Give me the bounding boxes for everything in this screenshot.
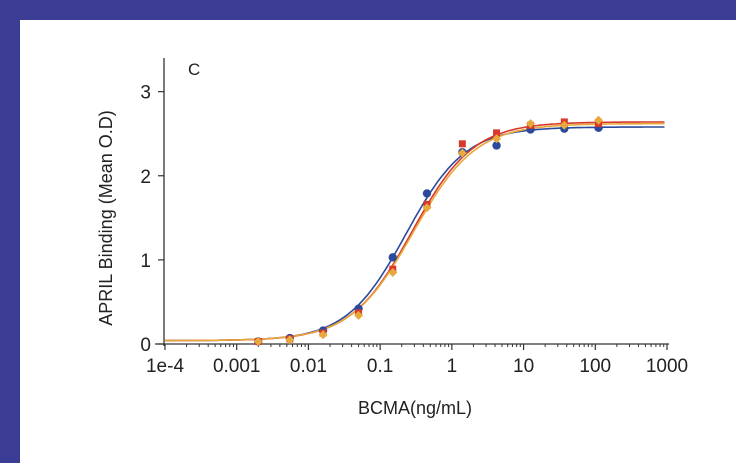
data-point-series-3 (388, 268, 398, 277)
chart-panel: C BCMA(ng/mL) APRIL Binding (Mean O.D) 1… (20, 20, 736, 463)
data-point-series-3 (594, 115, 604, 125)
data-point-series-3 (285, 335, 295, 345)
x-tick-label: 1e-4 (146, 356, 184, 377)
data-point-series-3 (354, 310, 364, 320)
data-point-series-1 (422, 189, 432, 198)
data-point-series-2 (493, 129, 501, 137)
x-tick-label: 0.01 (290, 356, 327, 377)
x-tick-label: 1 (447, 356, 458, 377)
data-point-series-3 (492, 134, 502, 144)
fit-curve-series-1 (165, 126, 665, 342)
y-axis-label: APRIL Binding (Mean O.D) (96, 110, 116, 325)
data-point-series-1 (492, 141, 501, 150)
data-point-series-3 (253, 336, 263, 346)
data-point-series-3 (559, 120, 569, 130)
fit-curve-series-3 (165, 122, 665, 342)
y-tick-label: 3 (140, 83, 151, 104)
x-tick-label: 100 (579, 356, 611, 377)
y-tick-label: 2 (140, 167, 151, 188)
y-tick-label: 0 (140, 335, 151, 356)
fit-curve-series-2 (165, 121, 665, 342)
y-tick-label: 1 (140, 251, 151, 272)
x-tick-label: 10 (513, 356, 534, 377)
data-point-series-3 (318, 330, 328, 340)
data-point-series-2 (458, 140, 466, 148)
x-tick-label: 0.001 (213, 356, 261, 377)
data-point-series-3 (422, 203, 432, 213)
dose-response-chart: C BCMA(ng/mL) APRIL Binding (Mean O.D) 1… (96, 58, 688, 418)
data-point-series-1 (388, 253, 397, 262)
x-tick-label: 1000 (646, 356, 688, 377)
data-point-series-3 (457, 148, 467, 158)
x-axis-label: BCMA(ng/mL) (358, 398, 472, 418)
panel-label: C (188, 60, 200, 79)
data-point-series-3 (526, 119, 536, 129)
x-tick-label: 0.1 (367, 356, 393, 377)
